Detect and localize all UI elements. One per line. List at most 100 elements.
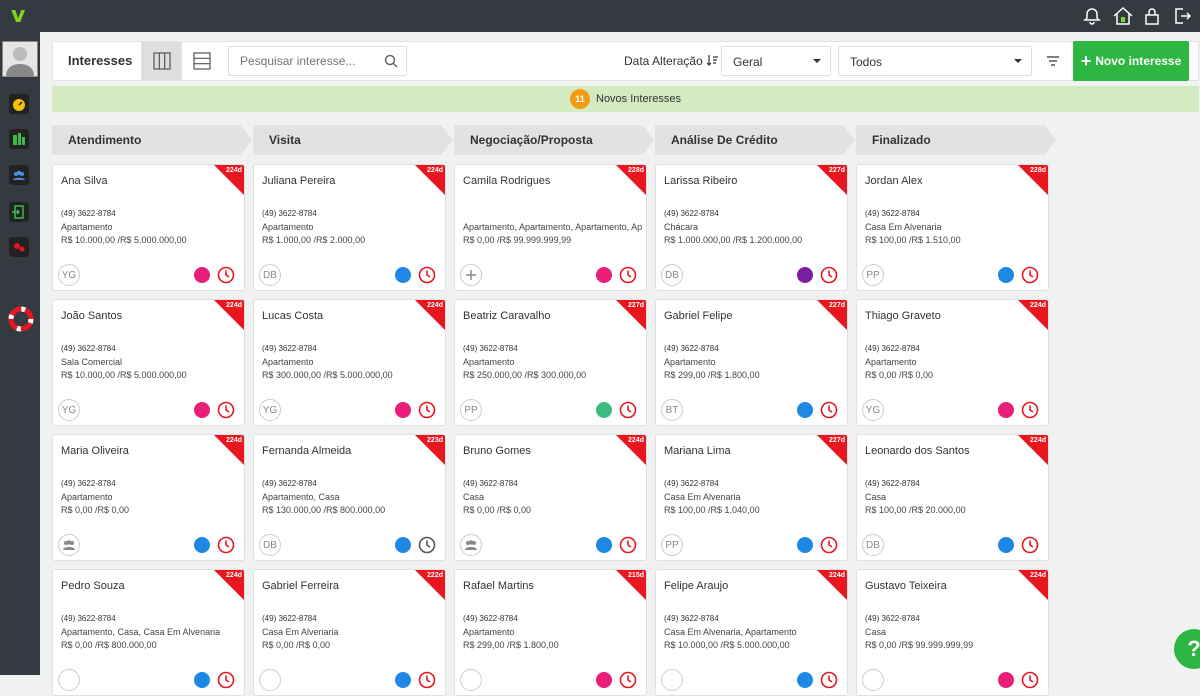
user-avatar[interactable] bbox=[2, 41, 38, 77]
interest-card[interactable]: Mariana Lima (49) 3622-8784 Casa Em Alvena… bbox=[655, 434, 848, 561]
status-dot[interactable] bbox=[395, 672, 411, 688]
entry-icon[interactable] bbox=[9, 202, 29, 222]
status-dot[interactable] bbox=[194, 537, 210, 553]
lock-icon[interactable] bbox=[1142, 6, 1162, 26]
interest-card[interactable]: Rafael Martins (49) 3622-8784 Apartamento R… bbox=[454, 569, 647, 696]
assignee-avatar[interactable] bbox=[862, 669, 884, 691]
status-dot[interactable] bbox=[797, 267, 813, 283]
clock-icon[interactable] bbox=[418, 536, 436, 554]
status-dot[interactable] bbox=[596, 402, 612, 418]
status-dot[interactable] bbox=[194, 267, 210, 283]
status-dot[interactable] bbox=[596, 267, 612, 283]
add-user-icon[interactable] bbox=[460, 264, 482, 286]
assignee-avatar[interactable]: YG bbox=[58, 399, 80, 421]
assignee-avatar[interactable] bbox=[460, 669, 482, 691]
interest-card[interactable]: Juliana Pereira (49) 3622-8784 Apartamento… bbox=[253, 164, 446, 291]
group-icon[interactable] bbox=[460, 534, 482, 556]
buildings-icon[interactable] bbox=[9, 129, 29, 149]
interest-card[interactable]: Camila Rodrigues Apartamento, Apartamento… bbox=[454, 164, 647, 291]
filter-icon[interactable] bbox=[1046, 54, 1060, 72]
status-dot[interactable] bbox=[395, 267, 411, 283]
assignee-avatar[interactable]: DB bbox=[259, 264, 281, 286]
status-dot[interactable] bbox=[797, 402, 813, 418]
interest-card[interactable]: Gabriel Felipe (49) 3622-8784 Apartamento R… bbox=[655, 299, 848, 426]
kanban-view-button[interactable] bbox=[141, 42, 181, 80]
app-logo[interactable]: v bbox=[11, 3, 26, 28]
new-interest-button[interactable]: + Novo interesse bbox=[1073, 41, 1189, 81]
interest-card[interactable]: Thiago Graveto (49) 3622-8784 Apartamento R… bbox=[856, 299, 1049, 426]
search-icon[interactable] bbox=[384, 54, 398, 73]
interest-card[interactable]: Ana Silva (49) 3622-8784 Apartamento R$ 10.… bbox=[52, 164, 245, 291]
interest-card[interactable]: Jordan Alex (49) 3622-8784 Casa Em Alvenar… bbox=[856, 164, 1049, 291]
status-dot[interactable] bbox=[596, 672, 612, 688]
clock-icon[interactable] bbox=[820, 266, 838, 284]
assignee-avatar[interactable] bbox=[661, 669, 683, 691]
interest-card[interactable]: Leonardo dos Santos (49) 3622-8784 Casa R$ … bbox=[856, 434, 1049, 561]
search-input[interactable] bbox=[229, 47, 379, 75]
lifebuoy-icon[interactable] bbox=[8, 306, 34, 332]
clock-icon[interactable] bbox=[820, 536, 838, 554]
bell-icon[interactable] bbox=[1082, 6, 1102, 26]
clock-icon[interactable] bbox=[820, 401, 838, 419]
select-todos[interactable]: Todos bbox=[838, 46, 1032, 76]
clock-icon[interactable] bbox=[820, 671, 838, 689]
clock-icon[interactable] bbox=[418, 401, 436, 419]
assignee-avatar[interactable]: DB bbox=[862, 534, 884, 556]
help-button[interactable]: ? bbox=[1174, 629, 1200, 669]
clock-icon[interactable] bbox=[217, 266, 235, 284]
assignee-avatar[interactable]: BT bbox=[661, 399, 683, 421]
logout-icon[interactable] bbox=[1172, 6, 1192, 26]
clock-icon[interactable] bbox=[1021, 671, 1039, 689]
interest-card[interactable]: Lucas Costa (49) 3622-8784 Apartamento R$ 3… bbox=[253, 299, 446, 426]
status-dot[interactable] bbox=[194, 402, 210, 418]
clock-icon[interactable] bbox=[619, 671, 637, 689]
interest-card[interactable]: Beatriz Caravalho (49) 3622-8784 Apartamen… bbox=[454, 299, 647, 426]
clock-icon[interactable] bbox=[217, 671, 235, 689]
status-dot[interactable] bbox=[395, 537, 411, 553]
assignee-avatar[interactable]: YG bbox=[862, 399, 884, 421]
status-dot[interactable] bbox=[596, 537, 612, 553]
interest-card[interactable]: Pedro Souza (49) 3622-8784 Apartamento, Ca… bbox=[52, 569, 245, 696]
clock-icon[interactable] bbox=[418, 671, 436, 689]
interest-card[interactable]: Felipe Araujo (49) 3622-8784 Casa Em Alven… bbox=[655, 569, 848, 696]
assignee-avatar[interactable]: PP bbox=[862, 264, 884, 286]
dashboard-icon[interactable] bbox=[9, 94, 29, 114]
status-dot[interactable] bbox=[998, 402, 1014, 418]
assignee-avatar[interactable]: YG bbox=[259, 399, 281, 421]
interest-card[interactable]: Fernanda Almeida (49) 3622-8784 Apartament… bbox=[253, 434, 446, 561]
new-interests-banner[interactable]: 11 Novos Interesses bbox=[52, 86, 1199, 112]
assignee-avatar[interactable] bbox=[58, 669, 80, 691]
interest-card[interactable]: Larissa Ribeiro (49) 3622-8784 Chácara R$ 1… bbox=[655, 164, 848, 291]
interest-card[interactable]: Gustavo Teixeira (49) 3622-8784 Casa R$ 0,0… bbox=[856, 569, 1049, 696]
clock-icon[interactable] bbox=[619, 401, 637, 419]
home-icon[interactable] bbox=[1112, 6, 1133, 26]
status-dot[interactable] bbox=[797, 537, 813, 553]
interest-card[interactable]: Gabriel Ferreira (49) 3622-8784 Casa Em Al… bbox=[253, 569, 446, 696]
status-dot[interactable] bbox=[797, 672, 813, 688]
settings-icon[interactable] bbox=[9, 237, 29, 257]
assignee-avatar[interactable]: YG bbox=[58, 264, 80, 286]
clock-icon[interactable] bbox=[1021, 401, 1039, 419]
clock-icon[interactable] bbox=[619, 266, 637, 284]
assignee-avatar[interactable]: PP bbox=[661, 534, 683, 556]
list-view-button[interactable] bbox=[181, 42, 221, 80]
select-geral[interactable]: Geral bbox=[721, 46, 831, 76]
interest-card[interactable]: Maria Oliveira (49) 3622-8784 Apartamento R… bbox=[52, 434, 245, 561]
clock-icon[interactable] bbox=[1021, 266, 1039, 284]
clock-icon[interactable] bbox=[217, 536, 235, 554]
status-dot[interactable] bbox=[395, 402, 411, 418]
interest-card[interactable]: João Santos (49) 3622-8784 Sala Comercial R… bbox=[52, 299, 245, 426]
status-dot[interactable] bbox=[998, 672, 1014, 688]
clock-icon[interactable] bbox=[619, 536, 637, 554]
assignee-avatar[interactable] bbox=[259, 669, 281, 691]
clock-icon[interactable] bbox=[217, 401, 235, 419]
users-icon[interactable] bbox=[9, 165, 29, 185]
interest-card[interactable]: Bruno Gomes (49) 3622-8784 Casa R$ 0,00 /R$… bbox=[454, 434, 647, 561]
assignee-avatar[interactable]: DB bbox=[661, 264, 683, 286]
clock-icon[interactable] bbox=[1021, 536, 1039, 554]
assignee-avatar[interactable]: DB bbox=[259, 534, 281, 556]
status-dot[interactable] bbox=[998, 537, 1014, 553]
status-dot[interactable] bbox=[998, 267, 1014, 283]
status-dot[interactable] bbox=[194, 672, 210, 688]
sort-control[interactable]: Data Alteração bbox=[624, 54, 719, 68]
